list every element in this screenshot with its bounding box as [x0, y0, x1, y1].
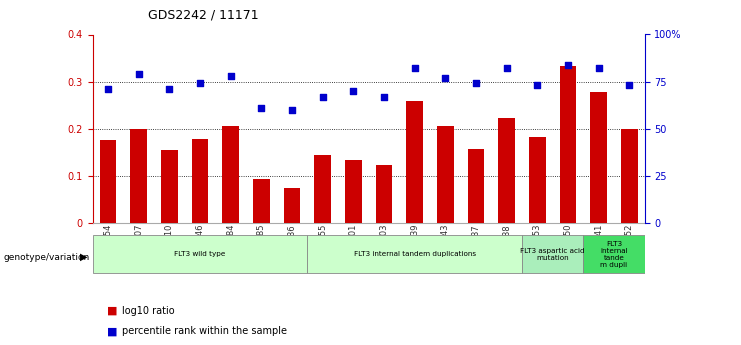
Text: FLT3 internal tandem duplications: FLT3 internal tandem duplications: [353, 252, 476, 257]
Point: [348, 88, 359, 93]
Bar: [191, 139, 208, 223]
Bar: [253, 179, 270, 223]
Point: [470, 81, 482, 86]
Bar: [314, 155, 331, 223]
Bar: [559, 66, 576, 223]
Bar: [93, 235, 308, 274]
Bar: [308, 235, 522, 274]
Point: [102, 86, 114, 92]
Bar: [591, 92, 607, 223]
Bar: [222, 126, 239, 223]
Point: [593, 66, 605, 71]
Text: FLT3 wild type: FLT3 wild type: [174, 252, 226, 257]
Text: FLT3 aspartic acid
mutation: FLT3 aspartic acid mutation: [520, 248, 585, 261]
Bar: [345, 160, 362, 223]
Text: ■: ■: [107, 326, 118, 336]
Text: percentile rank within the sample: percentile rank within the sample: [122, 326, 288, 336]
Point: [531, 82, 543, 88]
Text: ■: ■: [107, 306, 118, 315]
Point: [163, 86, 175, 92]
Text: log10 ratio: log10 ratio: [122, 306, 175, 315]
Bar: [529, 137, 546, 223]
Point: [623, 82, 635, 88]
Point: [286, 107, 298, 112]
Point: [409, 66, 421, 71]
Bar: [621, 128, 638, 223]
Point: [256, 105, 268, 111]
Point: [501, 66, 513, 71]
Bar: [130, 128, 147, 223]
Bar: [498, 118, 515, 223]
Point: [194, 81, 206, 86]
Bar: [161, 150, 178, 223]
Bar: [583, 235, 645, 274]
Point: [316, 94, 328, 99]
Text: ▶: ▶: [80, 252, 87, 262]
Point: [378, 94, 390, 99]
Bar: [99, 140, 116, 223]
Point: [133, 71, 144, 77]
Text: genotype/variation: genotype/variation: [4, 253, 90, 262]
Bar: [522, 235, 583, 274]
Bar: [284, 188, 300, 223]
Bar: [468, 149, 485, 223]
Bar: [376, 165, 393, 223]
Point: [439, 75, 451, 80]
Text: FLT3
internal
tande
m dupli: FLT3 internal tande m dupli: [600, 241, 628, 268]
Point: [562, 62, 574, 67]
Text: GDS2242 / 11171: GDS2242 / 11171: [148, 9, 259, 22]
Point: [225, 73, 236, 79]
Bar: [437, 126, 453, 223]
Bar: [406, 101, 423, 223]
